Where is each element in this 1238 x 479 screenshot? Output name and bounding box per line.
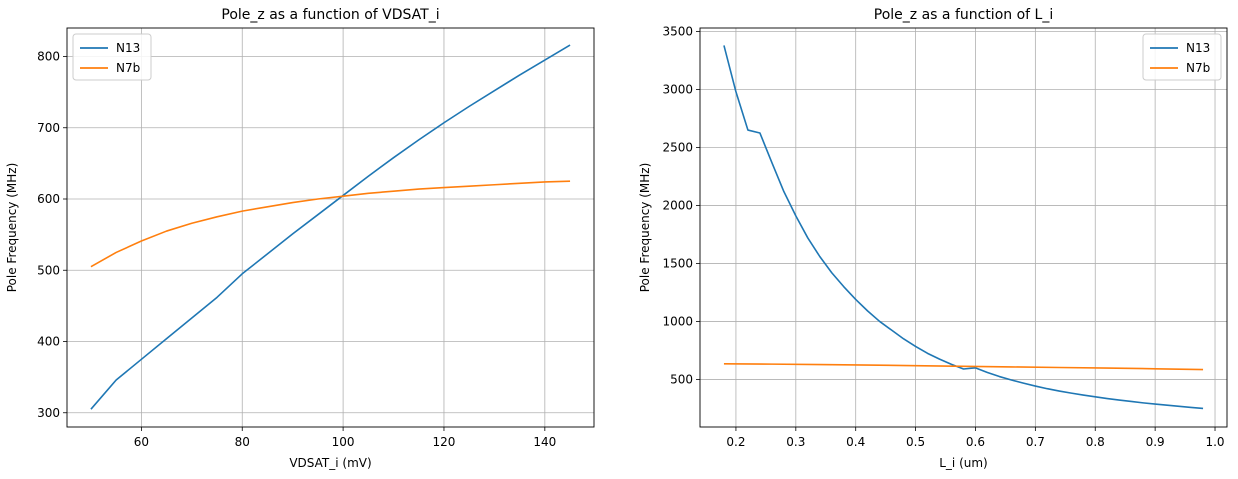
series-line-n13 xyxy=(723,45,1204,410)
y-axis-label: Pole Frequency (MHz) xyxy=(5,163,19,293)
x-tick-label: 0.6 xyxy=(966,435,985,449)
y-axis-label: Pole Frequency (MHz) xyxy=(638,163,652,293)
y-tick-label: 3500 xyxy=(662,24,693,38)
x-axis-label: L_i (um) xyxy=(939,456,988,470)
legend-label: N7b xyxy=(116,61,140,75)
x-tick-label: 0.3 xyxy=(786,435,805,449)
x-tick-label: 0.2 xyxy=(726,435,745,449)
x-tick-label: 0.9 xyxy=(1146,435,1165,449)
x-tick-label: 0.8 xyxy=(1086,435,1105,449)
chart-title: Pole_z as a function of VDSAT_i xyxy=(221,7,439,23)
series-line-n7b xyxy=(723,362,1204,371)
y-tick-label: 800 xyxy=(37,50,60,64)
y-tick-label: 3000 xyxy=(662,82,693,96)
x-tick-label: 0.7 xyxy=(1026,435,1045,449)
x-tick-label: 0.5 xyxy=(906,435,925,449)
axes-frame xyxy=(699,27,1228,428)
legend-label: N13 xyxy=(116,41,140,55)
x-tick-label: 120 xyxy=(433,435,456,449)
y-tick-label: 600 xyxy=(37,192,60,206)
y-tick-label: 300 xyxy=(37,406,60,420)
grid xyxy=(67,28,594,427)
x-tick-label: 100 xyxy=(332,435,355,449)
chart-title: Pole_z as a function of L_i xyxy=(874,7,1053,23)
x-tick-label: 0.4 xyxy=(846,435,865,449)
y-tick-label: 700 xyxy=(37,121,60,135)
y-tick-label: 500 xyxy=(37,263,60,277)
grid xyxy=(700,28,1227,427)
legend-label: N7b xyxy=(1186,61,1210,75)
y-tick-label: 1500 xyxy=(662,256,693,270)
legend-label: N13 xyxy=(1186,41,1210,55)
y-tick-label: 2000 xyxy=(662,198,693,212)
series-line-n7b xyxy=(90,180,571,268)
y-tick-label: 2500 xyxy=(662,140,693,154)
axes-frame xyxy=(66,27,595,428)
x-tick-label: 1.0 xyxy=(1205,435,1224,449)
chart-1: Pole_z as a function of VDSAT_i 60 80 100 12… xyxy=(5,7,595,470)
y-tick-label: 500 xyxy=(670,372,693,386)
y-tick-label: 400 xyxy=(37,335,60,349)
chart-2: Pole_z as a function of L_i 0.2 0.3 0.4 0.5 0… xyxy=(638,7,1228,470)
x-tick-label: 80 xyxy=(235,435,250,449)
y-tick-label: 1000 xyxy=(662,314,693,328)
x-tick-label: 60 xyxy=(134,435,149,449)
series-line-n13 xyxy=(90,44,571,410)
x-axis-label: VDSAT_i (mV) xyxy=(289,456,371,470)
x-tick-label: 140 xyxy=(533,435,556,449)
